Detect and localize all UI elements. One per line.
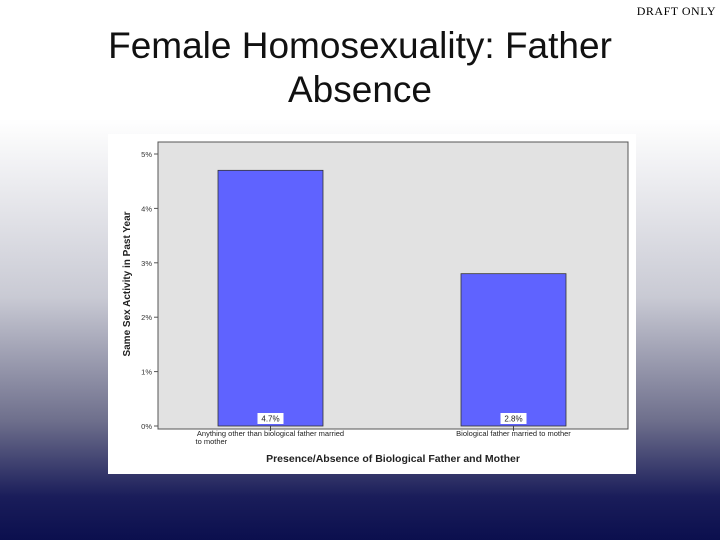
x-category-label: Anything other than biological father ma… bbox=[197, 429, 344, 438]
y-tick-label: 5% bbox=[141, 150, 152, 159]
data-label: 2.8% bbox=[504, 415, 522, 424]
data-label-box bbox=[500, 413, 527, 424]
y-tick-label: 4% bbox=[141, 204, 152, 213]
bar bbox=[217, 169, 324, 427]
draft-watermark: DRAFT ONLY bbox=[636, 4, 716, 18]
y-axis: 0% 1% 2% 3% 4% 5% bbox=[141, 150, 158, 431]
bar-chart: 0% 1% 2% 3% 4% 5% 4.7% Anything other than bio… bbox=[122, 141, 629, 465]
bars: 4.7% Anything other than biological fathe… bbox=[196, 169, 571, 446]
y-tick-label: 1% bbox=[141, 368, 152, 377]
slide-title-line1: Female Homosexuality: Father bbox=[108, 25, 612, 66]
slide-title-line2: Absence bbox=[288, 69, 432, 110]
y-tick-label: 3% bbox=[141, 259, 152, 268]
x-category-label: Biological father married to mother bbox=[456, 429, 571, 438]
chart-frame: 0% 1% 2% 3% 4% 5% 4.7% Anything other than bio… bbox=[108, 134, 636, 474]
x-axis-label: Presence/Absence of Biological Father an… bbox=[266, 453, 520, 465]
y-tick-label: 0% bbox=[141, 422, 152, 431]
data-label-box bbox=[257, 413, 284, 424]
data-label: 4.7% bbox=[261, 415, 279, 424]
y-tick-label: 2% bbox=[141, 313, 152, 322]
bar bbox=[460, 273, 567, 427]
slide-title: Female Homosexuality: Father Absence bbox=[60, 24, 660, 112]
y-axis-label: Same Sex Activity in Past Year bbox=[122, 211, 133, 356]
x-category-label: to mother bbox=[196, 437, 228, 446]
